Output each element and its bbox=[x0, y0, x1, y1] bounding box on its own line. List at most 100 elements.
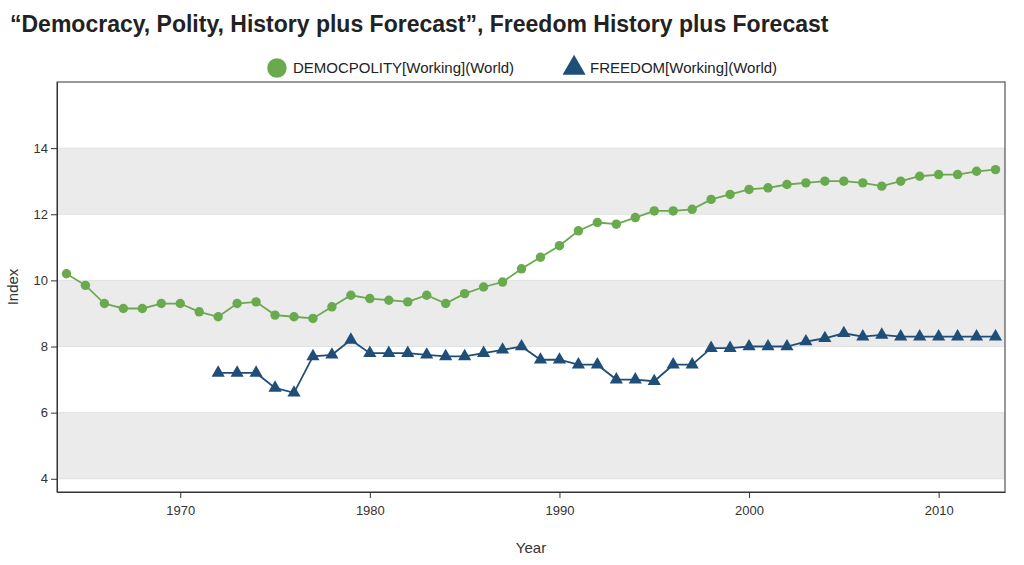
series-line bbox=[218, 333, 995, 393]
plot-frame bbox=[57, 82, 1005, 492]
y-axis: 4 6 8 10 12 14 bbox=[34, 83, 58, 493]
data-point bbox=[420, 347, 433, 358]
tick-label: 10 bbox=[34, 273, 48, 288]
legend-label: DEMOCPOLITY[Working](World) bbox=[293, 59, 514, 76]
data-point bbox=[896, 176, 905, 185]
series-line bbox=[66, 170, 995, 319]
grid-line bbox=[57, 478, 1005, 479]
data-point bbox=[591, 357, 604, 368]
tick-label: 2000 bbox=[735, 503, 764, 518]
tick: 4 bbox=[41, 471, 57, 486]
data-point bbox=[363, 346, 376, 357]
data-point bbox=[724, 341, 737, 352]
data-point bbox=[81, 281, 90, 290]
data-point bbox=[970, 329, 983, 340]
data-point bbox=[515, 339, 528, 350]
data-point bbox=[479, 282, 488, 291]
tick-mark bbox=[51, 347, 57, 348]
tick-mark bbox=[559, 492, 560, 498]
data-point bbox=[593, 218, 602, 227]
legend-item: DEMOCPOLITY[Working](World) bbox=[267, 58, 514, 78]
tick-mark bbox=[51, 280, 57, 281]
tick-label: 2010 bbox=[925, 503, 954, 518]
data-point bbox=[517, 264, 526, 273]
data-point bbox=[498, 277, 507, 286]
tick-mark bbox=[370, 492, 371, 498]
data-point bbox=[460, 289, 469, 298]
data-point bbox=[951, 329, 964, 340]
data-point bbox=[176, 299, 185, 308]
data-point bbox=[534, 352, 547, 363]
data-point bbox=[62, 269, 71, 278]
legend: DEMOCPOLITY[Working](World) FREEDOM[Worki… bbox=[267, 55, 777, 78]
grid-line bbox=[57, 214, 1005, 215]
data-point bbox=[268, 380, 281, 391]
tick-label: 1970 bbox=[166, 503, 195, 518]
legend-marker bbox=[267, 58, 287, 78]
data-point bbox=[686, 357, 699, 368]
data-point bbox=[648, 374, 661, 385]
data-point bbox=[119, 304, 128, 313]
data-point bbox=[763, 183, 772, 192]
data-point bbox=[306, 349, 319, 360]
data-point bbox=[346, 291, 355, 300]
data-point bbox=[212, 365, 225, 376]
tick: 1990 bbox=[545, 492, 574, 518]
data-point bbox=[934, 170, 943, 179]
grid-line bbox=[57, 280, 1005, 281]
data-point bbox=[572, 357, 585, 368]
grid-band bbox=[57, 280, 1005, 346]
grid-band bbox=[57, 148, 1005, 214]
data-point bbox=[744, 185, 753, 194]
data-point bbox=[289, 312, 298, 321]
grid bbox=[57, 148, 1005, 479]
tick-label: 6 bbox=[41, 405, 48, 420]
data-point bbox=[972, 167, 981, 176]
data-point bbox=[612, 219, 621, 228]
grid-line bbox=[57, 148, 1005, 149]
data-point bbox=[287, 385, 300, 396]
tick: 10 bbox=[34, 273, 57, 288]
tick: 8 bbox=[41, 339, 57, 354]
x-axis: 1970 1980 1990 2000 2010 bbox=[58, 492, 1006, 518]
tick: 1980 bbox=[356, 492, 385, 518]
data-point bbox=[932, 329, 945, 340]
data-point bbox=[650, 206, 659, 215]
data-point bbox=[668, 206, 677, 215]
data-point bbox=[875, 327, 888, 338]
tick-label: 12 bbox=[34, 207, 48, 222]
tick-mark bbox=[51, 214, 57, 215]
data-point bbox=[382, 346, 395, 357]
data-point bbox=[687, 205, 696, 214]
data-point bbox=[780, 339, 793, 350]
data-point bbox=[839, 176, 848, 185]
tick: 12 bbox=[34, 207, 57, 222]
tick-mark bbox=[51, 413, 57, 414]
data-point bbox=[725, 190, 734, 199]
tick-mark bbox=[180, 492, 181, 498]
x-axis-title: Year bbox=[516, 539, 546, 556]
legend-label: FREEDOM[Working](World) bbox=[590, 59, 777, 76]
data-point bbox=[837, 326, 850, 337]
tick-label: 1990 bbox=[545, 503, 574, 518]
data-point bbox=[629, 372, 642, 383]
data-point bbox=[365, 294, 374, 303]
plot-area bbox=[62, 165, 1002, 397]
data-point bbox=[251, 297, 260, 306]
data-point bbox=[782, 180, 791, 189]
data-point bbox=[344, 332, 357, 343]
data-point bbox=[574, 226, 583, 235]
data-point bbox=[157, 299, 166, 308]
data-point bbox=[705, 341, 718, 352]
tick: 14 bbox=[34, 141, 57, 156]
tick: 2000 bbox=[735, 492, 764, 518]
data-point bbox=[555, 241, 564, 250]
data-point bbox=[877, 181, 886, 190]
data-point bbox=[856, 329, 869, 340]
data-point bbox=[439, 349, 452, 360]
data-point bbox=[213, 312, 222, 321]
tick-mark bbox=[51, 479, 57, 480]
data-point bbox=[915, 172, 924, 181]
data-point bbox=[536, 253, 545, 262]
chart-title: “Democracy, Polity, History plus Forecas… bbox=[10, 11, 829, 37]
